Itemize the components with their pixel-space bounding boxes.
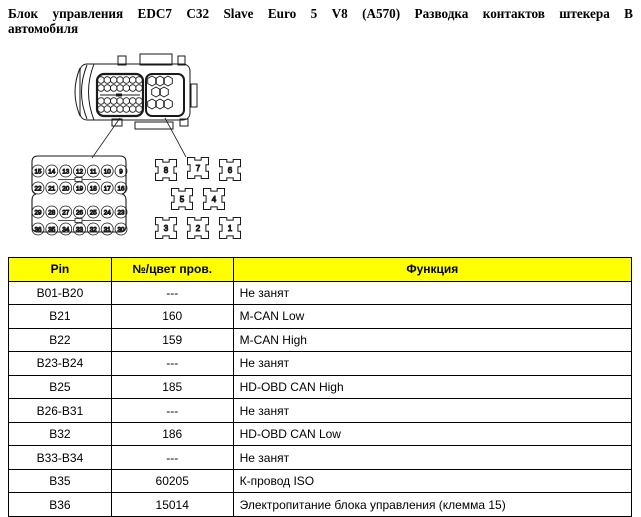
svg-text:3: 3	[164, 224, 169, 233]
svg-text:13: 13	[62, 169, 70, 176]
svg-text:11: 11	[90, 169, 97, 176]
svg-text:26: 26	[76, 210, 84, 217]
svg-text:1: 1	[228, 224, 233, 233]
svg-text:33: 33	[76, 227, 84, 234]
svg-text:35: 35	[48, 227, 56, 234]
svg-text:23: 23	[117, 210, 125, 217]
svg-text:4: 4	[212, 195, 217, 204]
svg-text:31: 31	[104, 227, 112, 234]
svg-text:18: 18	[90, 186, 98, 193]
svg-text:9: 9	[119, 169, 123, 176]
svg-text:32: 32	[90, 227, 98, 234]
svg-text:14: 14	[48, 169, 56, 176]
svg-text:5: 5	[180, 195, 185, 204]
svg-text:20: 20	[62, 186, 70, 193]
svg-text:36: 36	[34, 227, 42, 234]
svg-text:30: 30	[117, 227, 125, 234]
svg-text:22: 22	[34, 186, 42, 193]
svg-text:6: 6	[228, 166, 233, 175]
svg-text:12: 12	[76, 169, 84, 176]
svg-text:7: 7	[196, 164, 201, 173]
svg-text:34: 34	[62, 227, 70, 234]
svg-text:8: 8	[164, 166, 169, 175]
svg-text:27: 27	[62, 210, 70, 217]
svg-text:19: 19	[76, 186, 84, 193]
svg-text:2: 2	[196, 224, 201, 233]
svg-text:10: 10	[104, 169, 112, 176]
svg-text:21: 21	[48, 186, 56, 193]
svg-text:28: 28	[48, 210, 56, 217]
svg-text:17: 17	[104, 186, 112, 193]
svg-text:25: 25	[90, 210, 98, 217]
svg-text:24: 24	[104, 210, 112, 217]
svg-text:29: 29	[34, 210, 42, 217]
svg-text:16: 16	[117, 186, 125, 193]
svg-text:15: 15	[34, 169, 42, 176]
